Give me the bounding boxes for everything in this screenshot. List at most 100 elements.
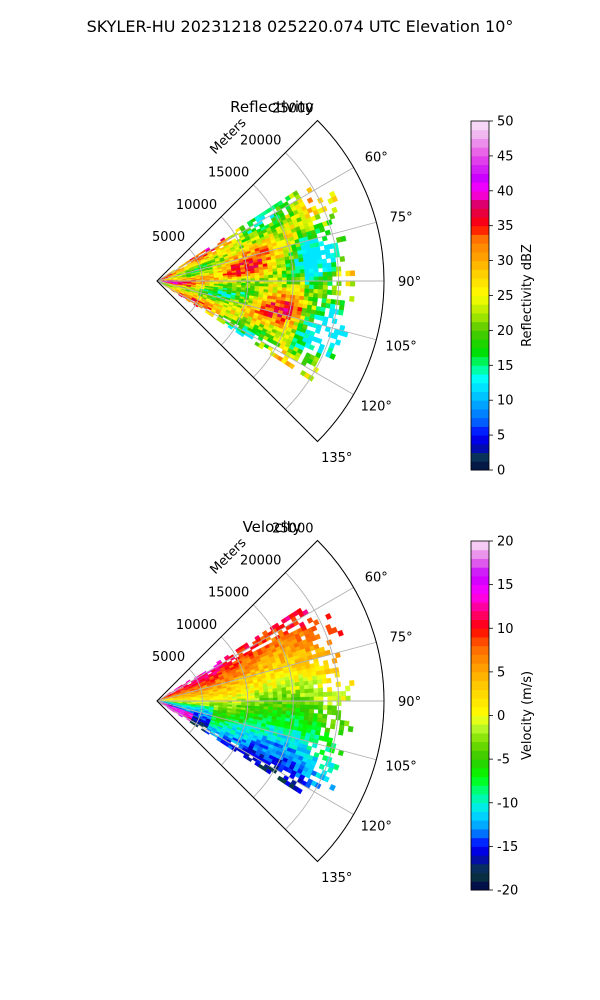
radar-gate — [282, 277, 287, 282]
radar-gate — [339, 720, 346, 726]
radar-gate — [281, 270, 287, 275]
radar-gate — [331, 709, 337, 716]
colorbar-segment — [471, 863, 489, 874]
radar-gate — [308, 712, 314, 718]
radar-gate — [313, 268, 319, 274]
colorbar-segment — [471, 243, 489, 253]
radar-gate — [318, 704, 324, 710]
radar-gate — [322, 271, 328, 277]
radar-gate — [238, 331, 245, 338]
radar-gate — [317, 713, 323, 719]
radar-gate — [178, 714, 183, 718]
radar-gate — [285, 290, 292, 296]
radar-gate — [325, 303, 331, 309]
radar-gate — [241, 276, 247, 280]
radar-gate — [318, 692, 324, 698]
colorbar-tick-label: -20 — [497, 884, 518, 899]
radar-gate — [313, 704, 319, 710]
radar-gate — [232, 276, 238, 280]
radar-gate — [295, 288, 301, 293]
azimuth-gridline — [156, 587, 354, 702]
colorbar-tick-label: 20 — [497, 535, 514, 550]
radar-gate — [281, 284, 288, 289]
radar-gate — [300, 704, 306, 709]
radar-gate — [308, 268, 315, 274]
colorbar-segment — [471, 164, 489, 174]
radar-gate — [330, 299, 337, 305]
radar-gate — [286, 287, 292, 292]
radar-gate — [307, 256, 313, 262]
radar-gate — [313, 280, 319, 286]
radar-gate — [321, 718, 328, 724]
radar-gate — [325, 677, 332, 684]
radar-gate — [317, 687, 324, 693]
colorbar-segment — [471, 715, 489, 725]
radar-gate — [309, 696, 315, 702]
colorbar-segment — [471, 706, 489, 716]
radar-gate — [249, 693, 256, 697]
azimuth-gridline — [156, 700, 354, 815]
radar-gate — [327, 700, 333, 706]
radar-panel-reflectivity: Reflectivity500010000150002000025000Mete… — [152, 98, 535, 479]
colorbar-tick-label: 30 — [497, 254, 514, 269]
colorbar-segment — [471, 802, 489, 812]
radar-gate — [227, 276, 233, 280]
colorbar-segment — [471, 121, 489, 131]
radar-gate — [286, 700, 292, 705]
radar-gate — [285, 683, 291, 688]
radar-gate — [326, 709, 333, 715]
radar-gate — [328, 312, 335, 319]
radar-gate — [321, 678, 328, 684]
radar-gate — [300, 273, 306, 278]
radar-gate — [316, 259, 323, 265]
colorbar-tick-label: -15 — [497, 840, 518, 855]
radar-gate — [304, 276, 310, 282]
radar-gate — [236, 276, 242, 280]
radar-gate — [286, 693, 292, 698]
radar-gate — [277, 287, 283, 292]
colorbar-segment — [471, 295, 489, 305]
radar-gate — [265, 768, 272, 775]
radar-gate — [308, 684, 314, 690]
radar-gate — [309, 276, 315, 282]
radar-gate — [327, 271, 333, 277]
colorbar-segment — [471, 881, 489, 891]
radar-gate — [258, 343, 265, 350]
radar-gate — [309, 700, 315, 706]
radar-gate — [295, 693, 301, 698]
radar-gate — [331, 266, 337, 273]
radar-gate — [300, 284, 306, 289]
radar-gate — [316, 254, 322, 261]
radar-gate — [345, 280, 351, 287]
radar-gate — [313, 692, 319, 698]
radar-gate — [298, 681, 305, 687]
colorbar-segment — [471, 321, 489, 331]
colorbar-tick-label: 5 — [497, 429, 505, 444]
colorbar-segment — [471, 732, 489, 743]
radar-gate — [277, 690, 283, 695]
radar-gate — [294, 265, 301, 271]
azimuth-tick-label: 60° — [365, 151, 388, 166]
range-tick-label: 10000 — [176, 618, 217, 633]
colorbar-segment — [471, 855, 489, 865]
radar-gate — [246, 756, 253, 763]
radar-gate — [286, 690, 292, 695]
colorbar-segment — [471, 663, 489, 673]
radar-gate — [232, 696, 238, 700]
radar-gate — [267, 268, 274, 273]
radar-gate — [258, 689, 265, 694]
colorbar-segment — [471, 138, 489, 148]
radar-gate — [304, 696, 310, 702]
colorbar-segment — [471, 347, 489, 358]
radar-gate — [337, 629, 344, 637]
radar-gate — [338, 724, 345, 731]
radar-gate — [312, 679, 318, 685]
azimuth-tick-label: 90° — [398, 275, 421, 290]
radar-gate — [272, 691, 278, 696]
radar-gate — [322, 713, 328, 720]
radar-gate — [306, 197, 314, 204]
radar-gate — [263, 691, 269, 696]
radar-gate — [268, 271, 274, 276]
radar-gate — [312, 717, 318, 723]
azimuth-gridline — [156, 167, 354, 282]
